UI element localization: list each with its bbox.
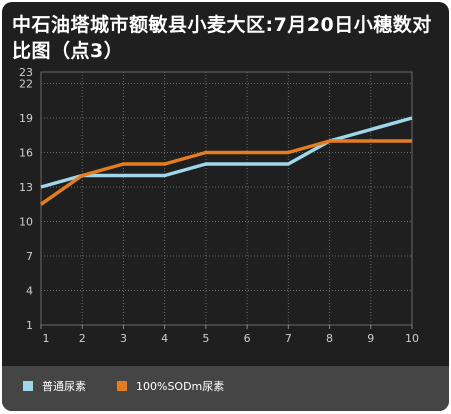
legend-label-series-1: 普通尿素 bbox=[42, 380, 86, 393]
x-tick-label: 9 bbox=[367, 332, 374, 345]
x-tick-label: 2 bbox=[79, 332, 86, 345]
x-tick-label: 3 bbox=[120, 332, 127, 345]
y-tick-label: 23 bbox=[19, 66, 33, 79]
y-tick-label: 7 bbox=[26, 250, 33, 263]
series-line-2 bbox=[39, 139, 412, 206]
legend-swatch-series-2 bbox=[117, 381, 127, 391]
legend: 普通尿素 100%SODm尿素 bbox=[2, 366, 449, 411]
legend-label-series-2: 100%SODm尿素 bbox=[136, 380, 225, 393]
x-tick-label: 10 bbox=[405, 332, 419, 345]
legend-item-series-2: 100%SODm尿素 bbox=[117, 378, 224, 394]
y-tick-label: 13 bbox=[19, 181, 33, 194]
plot-frame bbox=[40, 71, 413, 326]
series-line-1 bbox=[40, 116, 413, 189]
y-tick-label: 22 bbox=[19, 78, 33, 91]
x-tick-label: 6 bbox=[244, 332, 251, 345]
legend-item-series-1: 普通尿素 bbox=[23, 378, 86, 394]
series-layer bbox=[39, 116, 413, 206]
x-tick-label: 4 bbox=[161, 332, 168, 345]
y-tick-label: 19 bbox=[19, 112, 33, 125]
y-tick-label: 16 bbox=[19, 147, 33, 160]
y-tick-label: 4 bbox=[26, 285, 33, 298]
grid-layer bbox=[40, 71, 413, 326]
y-tick-label: 10 bbox=[19, 216, 33, 229]
chart-title: 中石油塔城市额敏县小麦大区:7月20日小穗数对比图（点3） bbox=[12, 14, 432, 62]
x-tick-label: 8 bbox=[326, 332, 333, 345]
x-tick-label: 1 bbox=[43, 332, 50, 345]
legend-swatch-series-1 bbox=[23, 381, 33, 391]
x-tick-label: 7 bbox=[285, 332, 292, 345]
chart-card: 中石油塔城市额敏县小麦大区:7月20日小穗数对比图（点3） 1 4 7 10 13 16 1… bbox=[2, 2, 449, 411]
x-tick-label: 5 bbox=[202, 332, 209, 345]
y-tick-label: 1 bbox=[26, 319, 33, 332]
